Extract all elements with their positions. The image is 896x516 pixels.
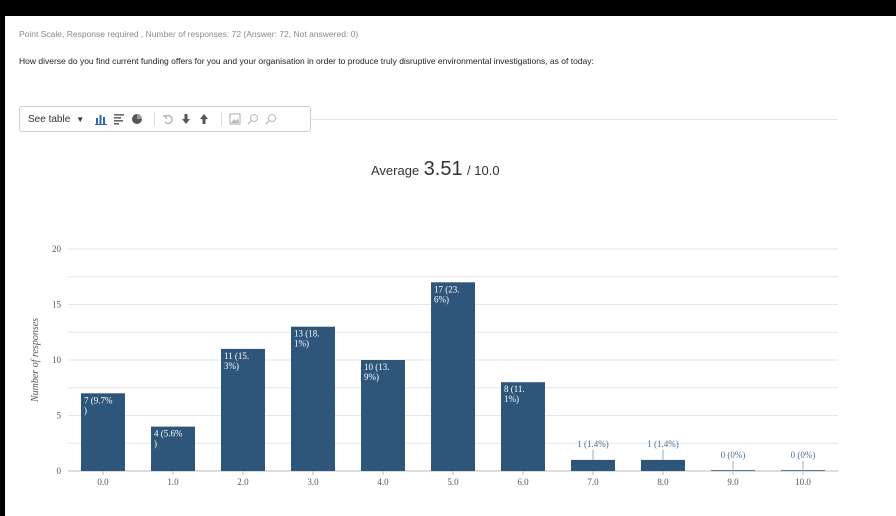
bar-chart-icon[interactable] bbox=[94, 112, 108, 126]
data-label: 0 (0%) bbox=[791, 450, 816, 460]
chevron-down-icon[interactable]: ▼ bbox=[76, 114, 85, 124]
y-tick-label: 10 bbox=[52, 355, 62, 365]
x-tick-label: 2.0 bbox=[237, 477, 249, 487]
undo-icon[interactable] bbox=[161, 112, 175, 126]
average-max: / 10.0 bbox=[467, 163, 500, 178]
bar[interactable] bbox=[501, 382, 545, 471]
data-label: 11 (15. bbox=[224, 351, 249, 361]
data-label: 1 (1.4%) bbox=[647, 439, 679, 449]
x-tick-label: 7.0 bbox=[587, 477, 599, 487]
data-label: 6%) bbox=[434, 294, 449, 304]
x-tick-label: 3.0 bbox=[307, 477, 319, 487]
x-tick-label: 9.0 bbox=[727, 477, 739, 487]
bar[interactable] bbox=[571, 459, 615, 471]
data-label: 9%) bbox=[364, 372, 379, 382]
pie-chart-icon[interactable] bbox=[130, 112, 144, 126]
question-text: How diverse do you find current funding … bbox=[19, 56, 594, 66]
data-label: 10 (13. bbox=[364, 362, 390, 372]
chart-toolbar: See table ▼ bbox=[19, 106, 311, 132]
toolbar-divider bbox=[154, 112, 156, 126]
y-axis-label: Number of responses bbox=[30, 318, 41, 403]
zoom-out-icon[interactable] bbox=[264, 112, 278, 126]
bar[interactable] bbox=[431, 282, 475, 471]
y-tick-label: 0 bbox=[57, 466, 62, 476]
average-label: Average bbox=[371, 163, 420, 178]
x-tick-label: 1.0 bbox=[167, 477, 179, 487]
data-label: ) bbox=[84, 405, 87, 415]
y-tick-label: 20 bbox=[52, 244, 62, 254]
bar[interactable] bbox=[151, 426, 195, 471]
toolbar-divider bbox=[221, 112, 223, 126]
data-label: 1 (1.4%) bbox=[577, 439, 609, 449]
average-summary: Average 3.51 / 10.0 bbox=[371, 158, 500, 181]
bar[interactable] bbox=[291, 326, 335, 471]
download-icon[interactable] bbox=[179, 112, 193, 126]
question-meta: Point Scale, Response required , Number … bbox=[19, 29, 359, 39]
y-tick-label: 5 bbox=[57, 411, 62, 421]
x-tick-label: 10.0 bbox=[795, 477, 811, 487]
data-label: 4 (5.6% bbox=[154, 429, 183, 439]
data-label: 0 (0%) bbox=[721, 450, 746, 460]
x-tick-label: 0.0 bbox=[97, 477, 109, 487]
bar[interactable] bbox=[81, 393, 125, 471]
x-tick-label: 8.0 bbox=[657, 477, 669, 487]
y-tick-label: 15 bbox=[52, 300, 62, 310]
x-tick-label: 6.0 bbox=[517, 477, 529, 487]
data-label: 1%) bbox=[504, 394, 519, 404]
bar[interactable] bbox=[641, 459, 685, 471]
bar[interactable] bbox=[221, 348, 265, 471]
data-label: 1%) bbox=[294, 339, 309, 349]
x-tick-label: 5.0 bbox=[447, 477, 459, 487]
view-select[interactable]: See table bbox=[28, 113, 71, 125]
data-label: 7 (9.7% bbox=[84, 395, 113, 405]
bar[interactable] bbox=[361, 360, 405, 471]
data-label: 17 (23. bbox=[434, 284, 460, 294]
average-value: 3.51 bbox=[423, 158, 463, 180]
data-label: 8 (11. bbox=[504, 384, 525, 394]
upload-icon[interactable] bbox=[197, 112, 211, 126]
toolbar-rule bbox=[311, 119, 838, 120]
horizontal-bar-icon[interactable] bbox=[112, 112, 126, 126]
image-icon[interactable] bbox=[228, 112, 242, 126]
data-label: 13 (18. bbox=[294, 329, 320, 339]
data-label: ) bbox=[154, 439, 157, 449]
x-tick-label: 4.0 bbox=[377, 477, 389, 487]
zoom-in-icon[interactable] bbox=[246, 112, 260, 126]
data-label: 3%) bbox=[224, 361, 239, 371]
